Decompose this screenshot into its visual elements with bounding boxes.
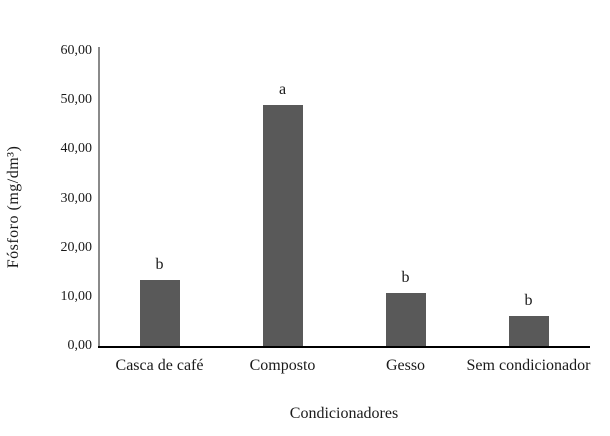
bar-2 — [262, 105, 303, 346]
y-tick-label: 30,00 — [60, 190, 93, 206]
category-label: Casca de café — [115, 357, 204, 374]
bar-3 — [385, 292, 426, 346]
y-tick-label: 10,00 — [60, 288, 93, 304]
y-axis-label: Fósforo (mg/dm³) — [5, 145, 22, 269]
category-label: Sem condicionador — [466, 357, 591, 374]
x-axis-line — [98, 346, 590, 348]
category-label: Gesso — [385, 357, 426, 374]
y-axis-line — [98, 47, 100, 346]
bar-1 — [139, 279, 180, 346]
y-tick-label: 50,00 — [60, 92, 93, 108]
y-tick-label: 40,00 — [60, 141, 93, 157]
y-tick-label: 20,00 — [60, 239, 93, 255]
category-label: Composto — [249, 357, 316, 374]
significance-letter: b — [524, 291, 533, 309]
significance-letter: b — [401, 268, 410, 286]
significance-letter: a — [278, 81, 287, 99]
bar-4 — [508, 315, 549, 346]
y-tick-label: 60,00 — [60, 43, 93, 58]
y-tick-label: 0,00 — [67, 338, 93, 353]
x-axis-title: Condicionadores — [289, 405, 399, 422]
significance-letter: b — [155, 255, 164, 273]
